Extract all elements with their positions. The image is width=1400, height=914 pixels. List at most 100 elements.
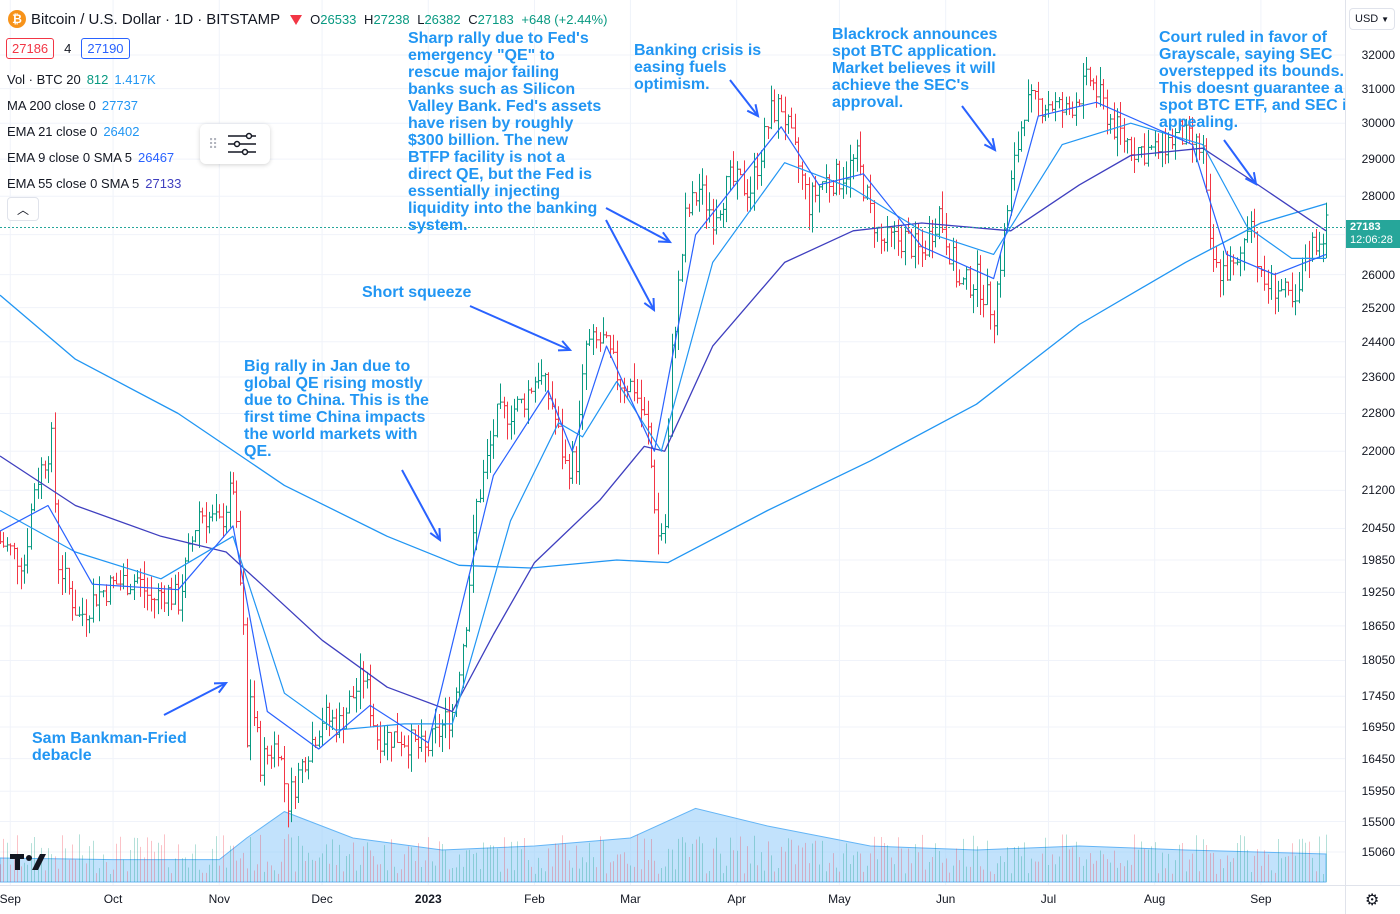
ohlc-bar [337, 702, 342, 739]
bid-button[interactable]: 27186 [6, 38, 55, 59]
ohlc-bar [1283, 278, 1288, 298]
indicator-legend-row[interactable]: MA 200 close 0 27737 [7, 98, 138, 113]
drawing-toolbar[interactable]: ⠿ [200, 124, 270, 164]
ohlc-bar [1259, 265, 1264, 277]
ohlc-bar [108, 575, 113, 605]
ohlc-bar [728, 160, 733, 191]
ohlc-bar [1307, 240, 1312, 279]
annotation-arrow [1223, 139, 1257, 185]
collapse-legend-button[interactable]: ︿ [7, 197, 39, 221]
indicator-legend-row[interactable]: Vol · BTC 20 812 1.417K [7, 72, 156, 87]
time-tick-label: Oct [103, 892, 123, 906]
gear-icon[interactable]: ⚙ [1365, 892, 1380, 909]
annotation-arrows [163, 79, 1258, 716]
ohlc-bar [378, 721, 383, 764]
indicator-legend-row[interactable]: EMA 21 close 0 26402 [7, 124, 139, 139]
price-tick-label: 28000 [1361, 189, 1395, 204]
ohlc-bar [467, 575, 472, 632]
ohlc-bar [1026, 79, 1031, 122]
ohlc-bar [851, 154, 856, 180]
ohlc-bar [491, 419, 496, 459]
ohlc-bar [1040, 98, 1045, 124]
ohlc-bar [591, 324, 596, 355]
indicator-legend-row[interactable]: EMA 55 close 0 SMA 5 27133 [7, 176, 181, 191]
ohlc-bar [224, 505, 229, 533]
price-chart[interactable] [0, 0, 1345, 885]
indicator-legend-row[interactable]: EMA 9 close 0 SMA 5 26467 [7, 150, 174, 165]
annotation-short-squeeze[interactable]: Short squeeze [362, 284, 472, 301]
price-tick-label: 29000 [1361, 152, 1395, 167]
ohlc-bar [1156, 133, 1161, 160]
settings-lines-icon[interactable] [225, 130, 259, 158]
ohlc-bar [509, 405, 514, 440]
ohlc-bar [1022, 119, 1027, 137]
ema9-line [0, 101, 1327, 750]
ask-button[interactable]: 27190 [81, 38, 130, 59]
ohlc-bar [690, 181, 695, 216]
ohlc-bar [964, 266, 969, 290]
ohlc-bar [789, 107, 794, 129]
ohlc-bar [872, 200, 877, 248]
ohlc-bar [618, 378, 623, 403]
symbol-interval: 1D [174, 10, 194, 28]
annotation-blackrock[interactable]: Blackrock announces spot BTC application… [832, 26, 998, 111]
ohlc-bar [738, 168, 743, 176]
time-axis[interactable]: Sep Oct Nov Dec 2023 Feb Mar Apr May Jun Jul Aug Sep [0, 885, 1345, 914]
annotation-arrowhead [983, 138, 997, 152]
price-tick-label: 15500 [1361, 814, 1395, 829]
ohlc-bar [594, 327, 599, 349]
ohlc-bar [676, 270, 681, 350]
drag-handle-icon[interactable]: ⠿ [208, 135, 220, 152]
time-tick-label: Sep [1250, 892, 1272, 906]
ohlc-bar [858, 131, 863, 176]
flag-icon[interactable] [290, 15, 303, 25]
low-value: 26382 [424, 11, 461, 27]
symbol-legend[interactable]: ₿ Bitcoin / U.S. Dollar · 1D · BITSTAMP … [8, 10, 611, 28]
annotation-banking-crisis[interactable]: Banking crisis is easing fuels optimism. [634, 42, 762, 93]
ohlc-bar [995, 281, 1000, 336]
indicator-value: 27133 [145, 176, 182, 191]
ohlc-bar [947, 243, 952, 265]
time-tick-label: Mar [620, 892, 641, 906]
annotation-sbf[interactable]: Sam Bankman-Fried debacle [32, 730, 187, 764]
ma200-line [0, 203, 1327, 569]
ohlc-bar [97, 576, 102, 622]
time-tick-label: 2023 [414, 892, 442, 906]
ohlc-bar [60, 555, 65, 596]
ohlc-bar [1036, 81, 1041, 117]
time-tick-label: Sep [0, 892, 21, 906]
ohlc-bar [1208, 173, 1213, 249]
ohlc-bar [981, 284, 986, 318]
indicator-label: Vol · BTC 20 [7, 72, 81, 87]
annotation-grayscale[interactable]: Court ruled in favor of Grayscale, sayin… [1159, 29, 1345, 131]
ohlc-bar [1129, 136, 1134, 162]
tradingview-logo-icon [10, 854, 46, 870]
ohlc-bar [1118, 101, 1123, 145]
ohlc-bar [1108, 113, 1113, 134]
currency-selector[interactable]: USD ▼ [1349, 8, 1395, 30]
ohlc-bar [957, 269, 962, 286]
tradingview-logo[interactable] [10, 852, 46, 878]
price-axis[interactable]: 3200031000300002900028000270002600025200… [1345, 0, 1400, 885]
ohlc-bar [478, 489, 483, 503]
price-tick-label: 22800 [1361, 406, 1395, 421]
open-value: 26533 [320, 11, 357, 27]
ohlc-bar [1173, 128, 1178, 160]
ohlc-bar [711, 198, 716, 245]
annotation-jan-rally[interactable]: Big rally in Jan due to global QE rising… [244, 358, 429, 460]
ohlc-bar [217, 504, 222, 519]
ohlc-bar [320, 707, 325, 746]
time-tick-label: Jun [935, 892, 956, 906]
ohlc-bar [169, 577, 174, 611]
ohlc-bar [426, 742, 431, 757]
ohlc-bar [933, 218, 938, 248]
ohlc-bar [635, 379, 640, 404]
currency-label: USD [1355, 13, 1379, 25]
ohlc-bar [296, 762, 301, 803]
ohlc-bar [474, 498, 479, 551]
bitcoin-icon: ₿ [8, 10, 26, 28]
annotation-fed-qe[interactable]: Sharp rally due to Fed's emergency "QE" … [408, 30, 602, 234]
price-tick-label: 22000 [1361, 444, 1395, 459]
ohlc-bar [800, 161, 805, 190]
ohlc-bar [228, 471, 233, 528]
